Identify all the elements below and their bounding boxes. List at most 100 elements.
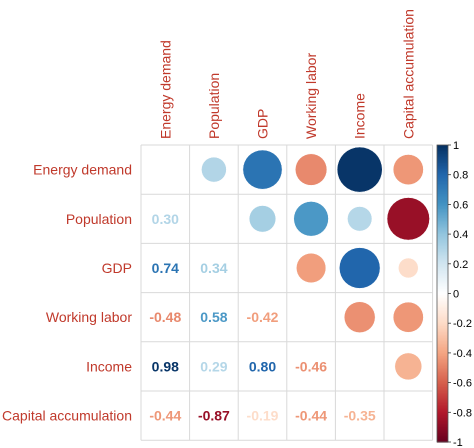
colorbar-segment <box>437 349 448 353</box>
colorbar-segment <box>437 431 448 434</box>
colorbar-segment <box>437 421 448 424</box>
colorbar-segment <box>437 419 448 422</box>
colorbar-segment <box>437 407 448 410</box>
corr-value: -0.42 <box>247 309 279 325</box>
colorbar-segment <box>437 329 448 332</box>
colorbar-segment <box>437 300 448 304</box>
colorbar-segment <box>437 189 448 192</box>
colorbar-segment <box>437 413 448 416</box>
colorbar-segment <box>437 315 448 318</box>
colorbar-segment <box>437 170 448 173</box>
colorbar-segment <box>437 296 448 299</box>
colorbar-segment <box>437 171 448 174</box>
column-label: Population <box>206 73 222 139</box>
colorbar-segment <box>437 314 448 317</box>
correlation-cells: 0.30 0.74 0.34 -0.48 0.58 -0.42 0.98 0.29 0.80 -0… <box>149 146 430 424</box>
colorbar-segment <box>437 400 448 403</box>
colorbar-segment <box>437 277 448 280</box>
colorbar-segment <box>437 352 448 355</box>
colorbar-segment <box>437 196 448 200</box>
colorbar-segment <box>437 271 448 274</box>
colorbar-segment <box>437 185 448 188</box>
colorbar-segment <box>437 147 448 151</box>
row-label: GDP <box>102 260 132 276</box>
corr-circle <box>386 197 430 241</box>
colorbar-segment <box>437 343 448 347</box>
colorbar-segment <box>437 250 448 253</box>
corr-circle <box>336 146 383 193</box>
colorbar-segment <box>437 293 448 296</box>
colorbar-segment <box>437 192 448 195</box>
colorbar-segment <box>437 376 448 379</box>
colorbar-segment <box>437 259 448 262</box>
colorbar-segment <box>437 387 448 390</box>
colorbar-segment <box>437 274 448 277</box>
colorbar-segment <box>437 305 448 308</box>
colorbar-segment <box>437 158 448 161</box>
colorbar-tick-label: 0.8 <box>453 170 468 182</box>
colorbar-segment <box>437 205 448 208</box>
corr-circle <box>242 149 283 190</box>
colorbar-segment <box>437 355 448 358</box>
corr-value: -0.46 <box>295 358 327 374</box>
corr-value: -0.48 <box>149 309 181 325</box>
colorbar-segment <box>437 265 448 268</box>
colorbar-segment <box>437 202 448 205</box>
colorbar-segment <box>437 164 448 167</box>
colorbar-tick-label: -0.8 <box>453 407 472 419</box>
colorbar-segment <box>437 266 448 269</box>
colorbar-segment <box>437 338 448 341</box>
colorbar-segment <box>437 434 448 437</box>
colorbar-segment <box>437 422 448 425</box>
colorbar-tick-label: 1 <box>453 140 459 152</box>
corr-value: -0.19 <box>247 408 279 424</box>
colorbar-segment <box>437 263 448 266</box>
colorbar-segment <box>437 226 448 229</box>
grid <box>140 144 434 441</box>
colorbar-segment <box>437 382 448 385</box>
colorbar-segment <box>437 312 448 315</box>
colorbar-segment <box>437 289 448 292</box>
colorbar-segment <box>437 199 448 203</box>
colorbar-segment <box>437 323 448 326</box>
colorbar-segment <box>437 326 448 329</box>
colorbar-segment <box>437 281 448 284</box>
colorbar-segment <box>437 228 448 231</box>
colorbar-segment <box>437 324 448 327</box>
colorbar-segment <box>437 290 448 293</box>
colorbar-segment <box>437 370 448 373</box>
colorbar-segment <box>437 375 448 378</box>
colorbar-segment <box>437 348 448 351</box>
colorbar-segment <box>437 299 448 302</box>
colorbar-segment <box>437 159 448 162</box>
colorbar-segment <box>437 394 448 397</box>
colorbar-segment <box>437 223 448 226</box>
colorbar-segment <box>437 207 448 210</box>
colorbar-segment <box>437 379 448 382</box>
colorbar-segment <box>437 150 448 154</box>
colorbar-segment <box>437 397 448 400</box>
colorbar-segment <box>437 152 448 155</box>
colorbar-segment <box>437 351 448 354</box>
colorbar-segment <box>437 234 448 237</box>
corr-value: 0.29 <box>200 358 227 374</box>
corr-circle <box>394 352 423 381</box>
column-labels: Energy demand Population GDP Working labor I… <box>157 9 416 139</box>
colorbar-segment <box>437 245 448 249</box>
colorbar-segment <box>437 262 448 265</box>
corr-value: 0.58 <box>200 309 227 325</box>
corr-value: -0.44 <box>149 408 181 424</box>
colorbar-segment <box>437 201 448 204</box>
colorbar-segment <box>437 440 448 443</box>
colorbar-segment <box>437 364 448 367</box>
colorbar-segment <box>437 232 448 235</box>
corr-value: -0.87 <box>198 408 230 424</box>
corr-circle <box>347 206 373 232</box>
colorbar-segment <box>437 381 448 384</box>
colorbar-segment <box>437 253 448 256</box>
row-label: Population <box>66 211 132 227</box>
column-label: Capital accumulation <box>400 9 416 139</box>
colorbar-segment <box>437 251 448 255</box>
colorbar-segment <box>437 241 448 244</box>
corr-value: -0.35 <box>344 408 376 424</box>
